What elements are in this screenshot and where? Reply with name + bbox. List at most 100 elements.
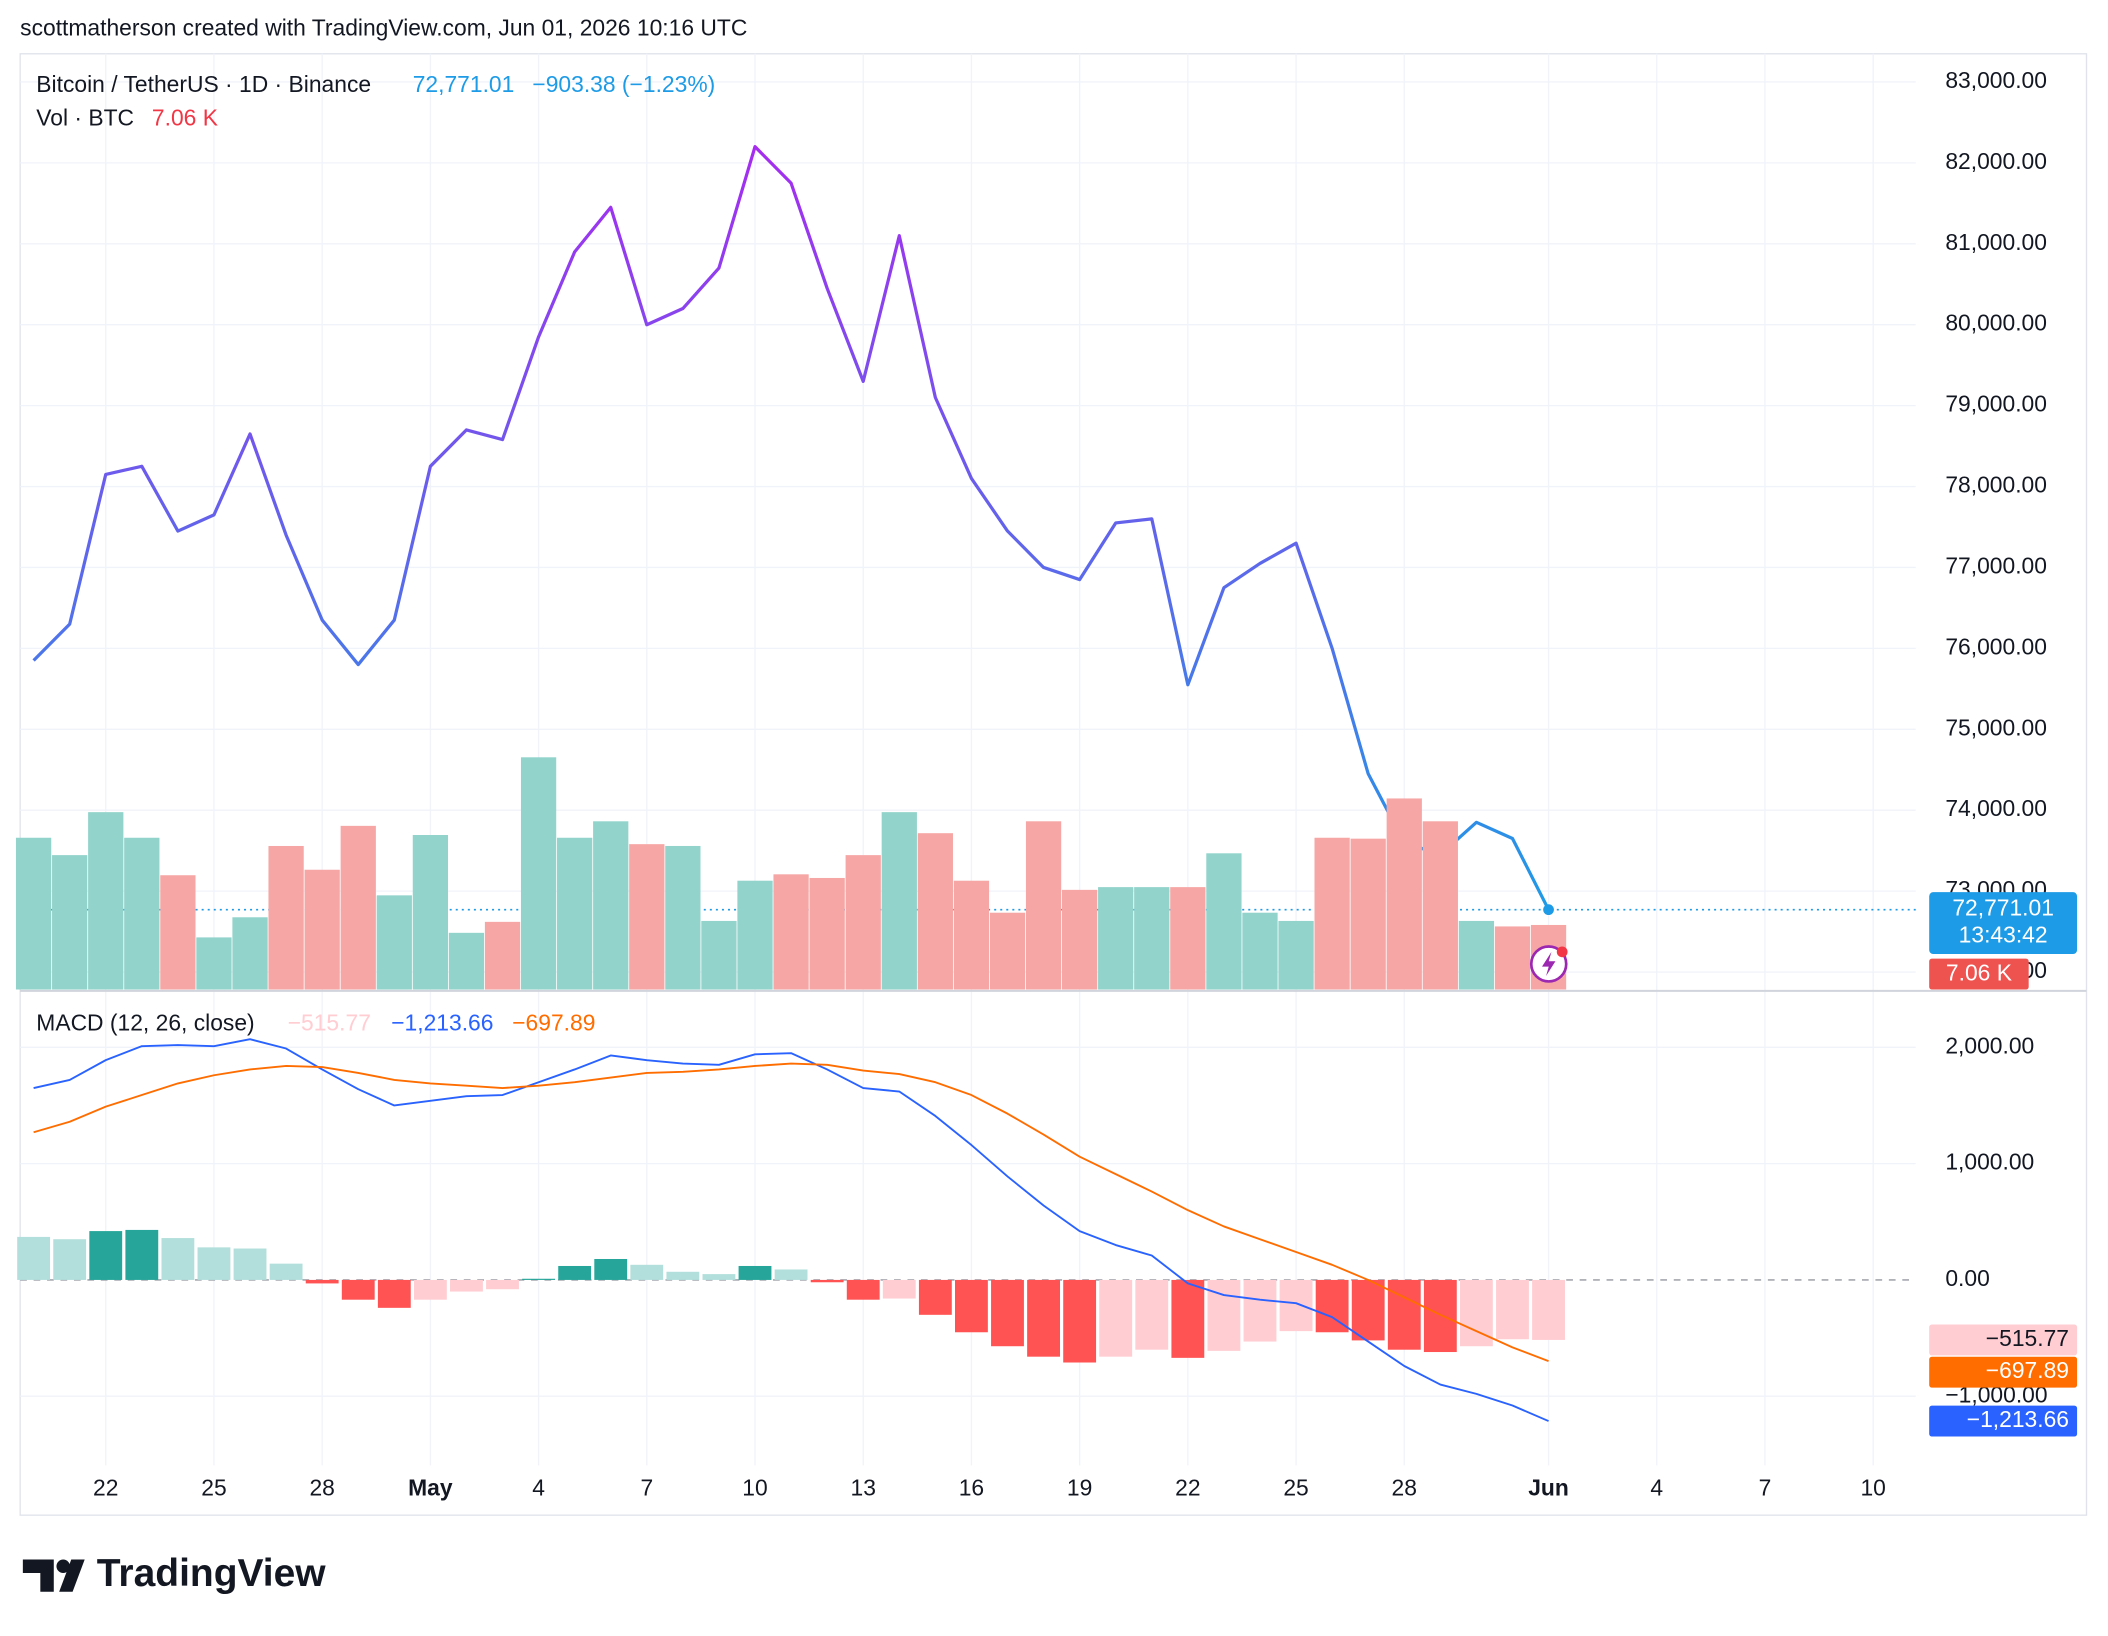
- volume-bar: [953, 880, 990, 990]
- histogram-bar: [1351, 1279, 1385, 1341]
- volume-last: 7.06 K: [152, 105, 218, 131]
- histogram-bar: [197, 1247, 231, 1280]
- volume-bar: [448, 932, 485, 990]
- volume-bar: [1025, 821, 1062, 990]
- histogram-bar: [1063, 1279, 1097, 1363]
- price-change: −903.38 (−1.23%): [532, 71, 715, 97]
- histogram-last: −515.77: [288, 1009, 371, 1035]
- y-tick-label: 75,000.00: [1945, 714, 2047, 740]
- histogram-bar: [991, 1279, 1024, 1347]
- histogram-bar: [341, 1279, 375, 1300]
- x-tick-label: 10: [1860, 1475, 1885, 1501]
- histogram-bar: [630, 1264, 664, 1280]
- x-tick-label: 22: [1175, 1475, 1200, 1501]
- value-badge-label: −697.89: [1986, 1357, 2069, 1383]
- x-tick-label: 4: [1650, 1475, 1663, 1501]
- y-tick-label: 81,000.00: [1945, 229, 2047, 255]
- x-tick-label: 25: [1283, 1475, 1308, 1501]
- volume-bar: [1170, 887, 1206, 990]
- histogram-bar: [1027, 1279, 1060, 1357]
- y-tick-label: 77,000.00: [1945, 552, 2047, 578]
- volume-bar: [1206, 853, 1242, 990]
- x-tick-label: 10: [742, 1475, 767, 1501]
- brand: TradingView: [97, 1552, 327, 1595]
- volume-bar: [484, 921, 521, 990]
- grid: 222528May4710131619222528Jun471072,000.0…: [20, 53, 2048, 1501]
- volume-bar: [268, 845, 304, 990]
- histogram-bar: [413, 1279, 447, 1300]
- volume-bar: [881, 812, 917, 990]
- volume-bar: [1422, 821, 1458, 990]
- volume-bar: [15, 837, 52, 990]
- value-badge: [1929, 1356, 2078, 1388]
- volume-bar: [1098, 887, 1134, 990]
- price-last: 72,771.01: [413, 71, 515, 97]
- volume-bar: [1350, 838, 1386, 990]
- volume-bar: [1278, 920, 1314, 990]
- volume-bar: [1062, 889, 1098, 990]
- y-tick-label: 1,000.00: [1945, 1149, 2034, 1175]
- volume-bar: [124, 837, 160, 990]
- alert-icon: [1529, 945, 1568, 983]
- volume-bar: [1242, 912, 1278, 990]
- x-tick-label: 16: [959, 1475, 984, 1501]
- line: [33, 1062, 1549, 1362]
- volume-bar: [773, 874, 809, 990]
- series: [15, 145, 1916, 1422]
- x-tick-label: 7: [640, 1475, 653, 1501]
- attribution: scottmatherson created with TradingView.…: [20, 15, 747, 41]
- volume-bar: [701, 920, 737, 990]
- x-tick-label: 22: [93, 1475, 118, 1501]
- volume-bar: [196, 937, 232, 990]
- volume-bar: [989, 912, 1026, 990]
- volume-bar: [376, 895, 412, 990]
- y-tick-label: 78,000.00: [1945, 472, 2047, 498]
- histogram-bar: [450, 1279, 483, 1292]
- y-tick-label: 79,000.00: [1945, 391, 2047, 417]
- histogram-bar: [1387, 1279, 1421, 1350]
- value-badge: [1929, 1405, 2078, 1437]
- histogram-bar: [1171, 1279, 1205, 1358]
- volume-legend: Vol · BTC: [36, 105, 134, 131]
- histogram-bar: [1099, 1279, 1133, 1357]
- x-tick-label: 4: [532, 1475, 545, 1501]
- histogram-bar: [774, 1269, 808, 1280]
- volume-bar: [88, 812, 124, 990]
- histogram-bar: [955, 1279, 988, 1333]
- line: [32, 145, 1550, 911]
- histogram-bar: [1279, 1279, 1313, 1332]
- histogram-bar: [1496, 1279, 1529, 1340]
- y-tick-label: 2,000.00: [1945, 1032, 2034, 1058]
- volume-bar: [1494, 926, 1531, 990]
- volume-bar: [809, 877, 845, 990]
- volume-badge-label: 7.06 K: [1946, 960, 2012, 986]
- volume-badge: [1929, 958, 2029, 990]
- histogram-bar: [161, 1238, 195, 1280]
- volume-bar: [1134, 887, 1170, 990]
- price-title: Bitcoin / TetherUS · 1D · Binance: [36, 71, 371, 97]
- volume-bar: [557, 837, 593, 990]
- chart-frame: [19, 53, 2088, 1516]
- histogram-bar: [810, 1279, 844, 1283]
- value-badge: [1929, 1324, 2078, 1356]
- y-tick-label: 80,000.00: [1945, 310, 2047, 336]
- histogram-bar: [882, 1279, 916, 1299]
- macd-last: −1,213.66: [391, 1009, 493, 1035]
- volume-bar: [412, 835, 449, 990]
- histogram-bar: [17, 1236, 51, 1280]
- volume-bar: [1458, 920, 1495, 990]
- volume-bar: [1314, 837, 1350, 990]
- volume-bar: [340, 825, 376, 990]
- volume-bar: [232, 917, 268, 990]
- x-tick-label: Jun: [1528, 1475, 1569, 1501]
- x-tick-label: 28: [1392, 1475, 1417, 1501]
- volume-bar: [304, 869, 340, 990]
- value-badge-label: −1,213.66: [1967, 1406, 2069, 1432]
- x-tick-label: 7: [1759, 1475, 1772, 1501]
- histogram-bar: [1532, 1279, 1565, 1340]
- histogram-bar: [1135, 1279, 1169, 1350]
- volume-bar: [52, 855, 88, 990]
